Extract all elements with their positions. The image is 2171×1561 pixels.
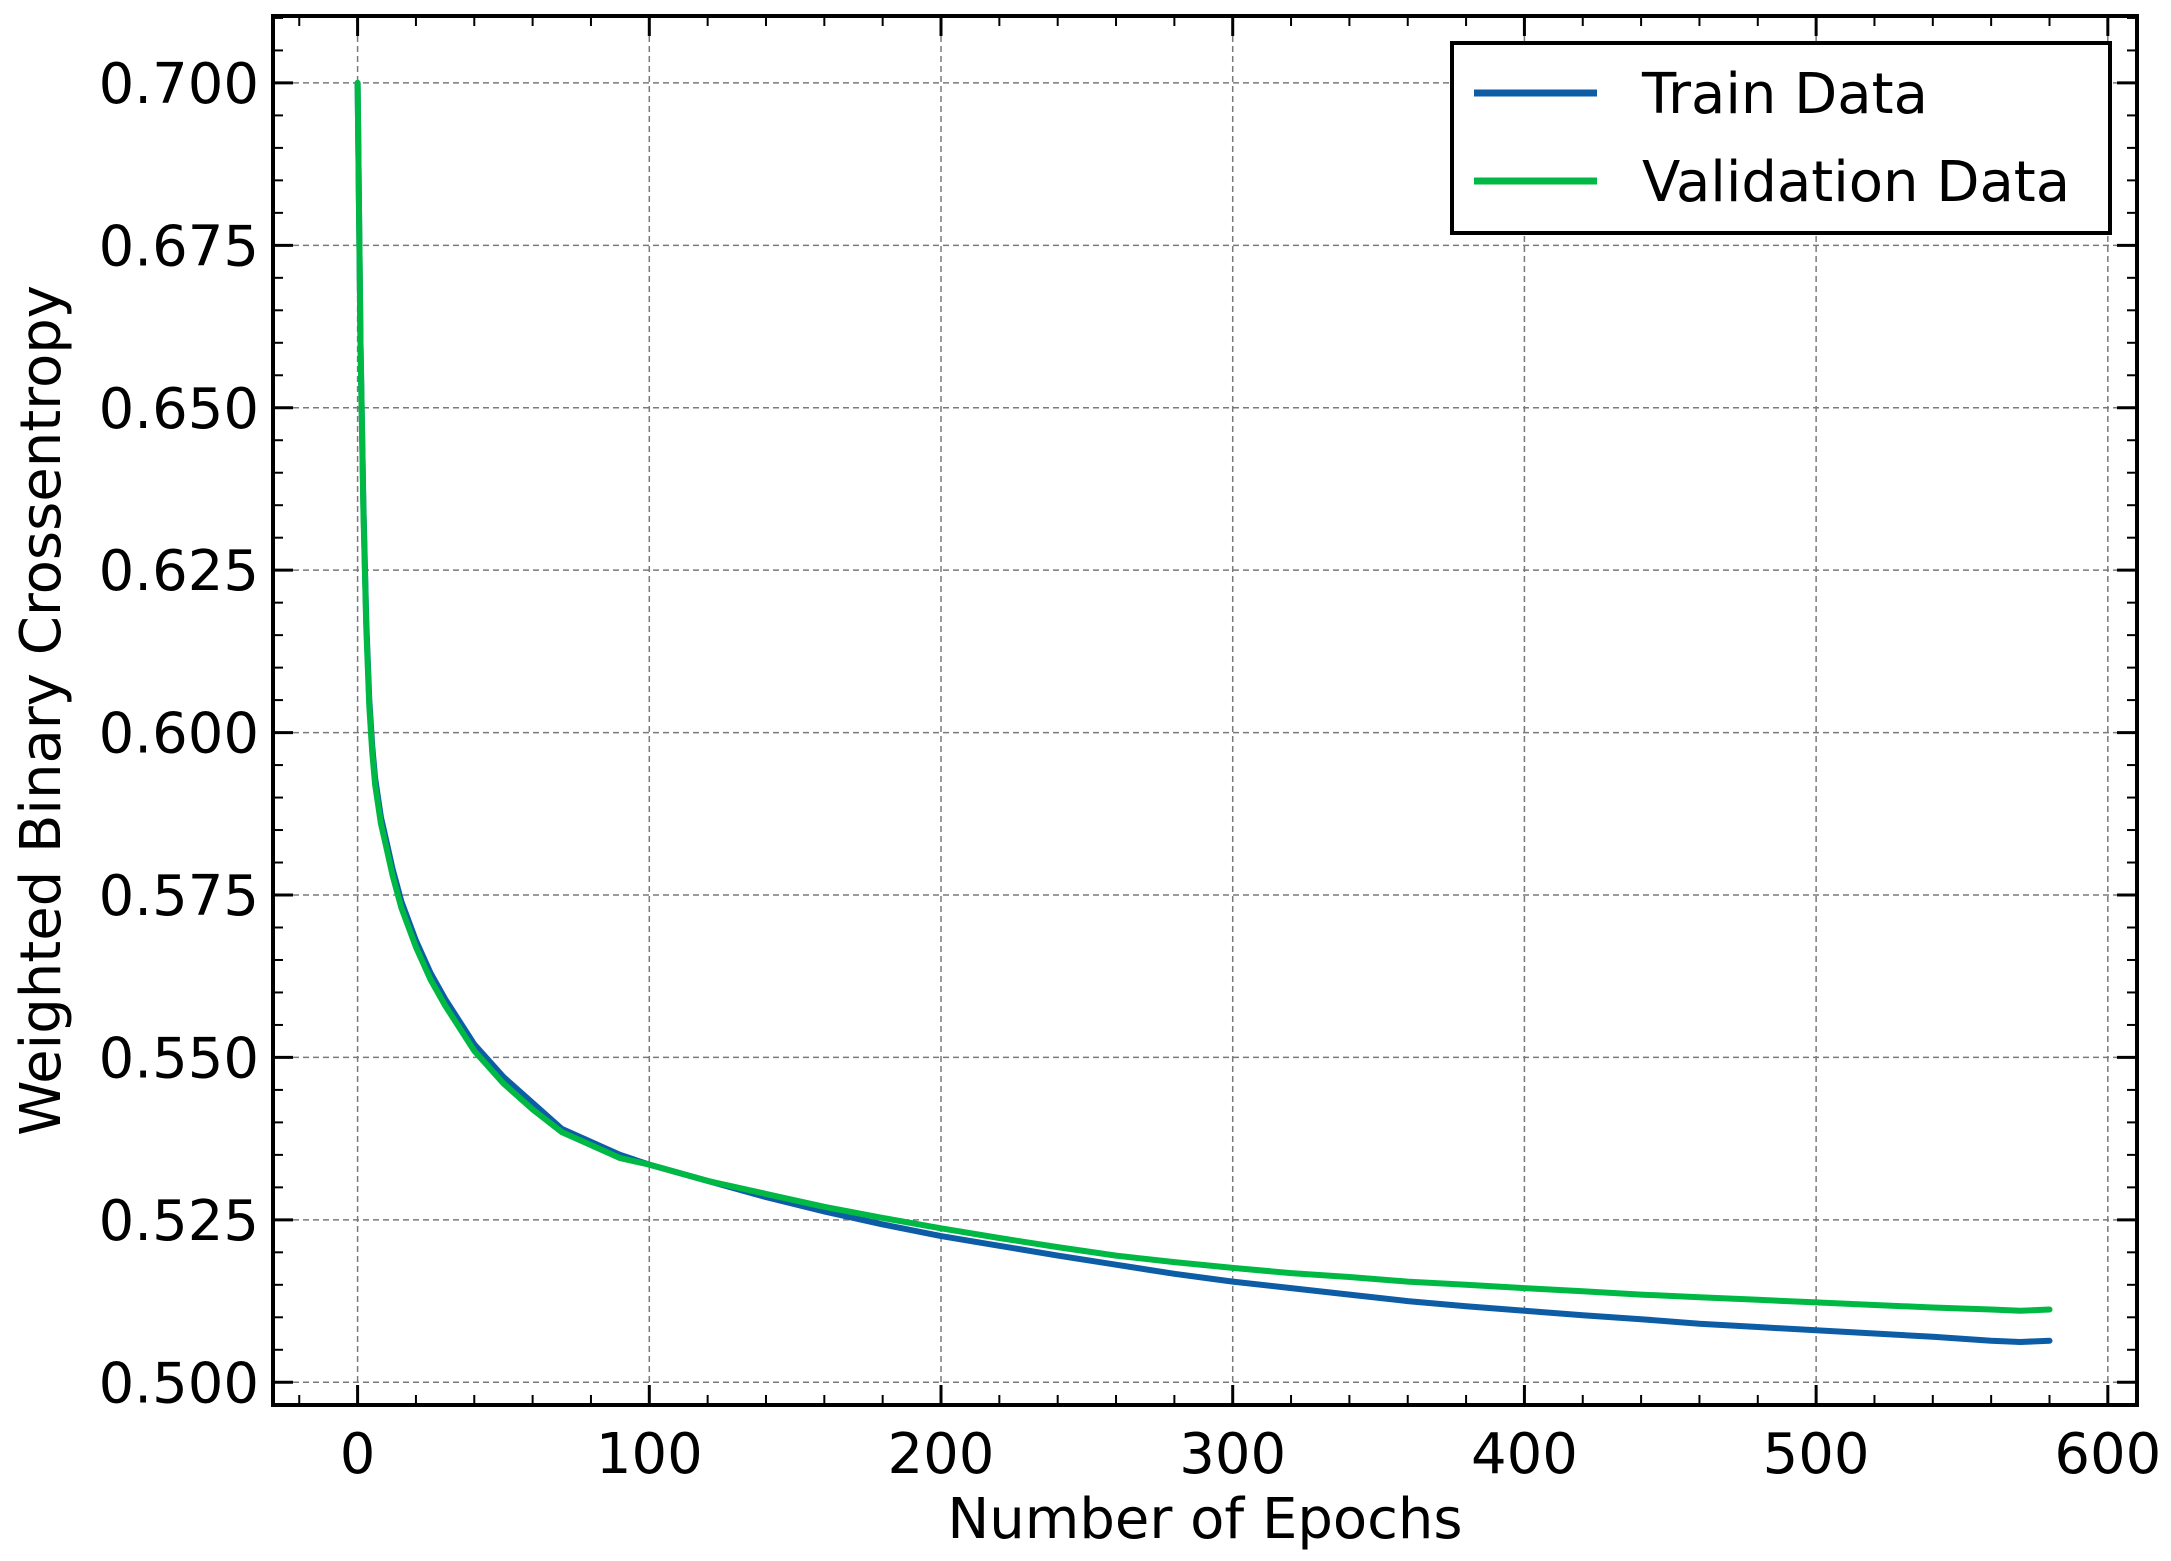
x-axis-label: Number of Epochs	[947, 1487, 1462, 1552]
x-tick-label: 400	[1471, 1422, 1578, 1487]
legend: Train Data Validation Data	[1450, 41, 2112, 235]
series-line-validation-data	[354, 79, 2053, 1314]
legend-box	[1450, 41, 2112, 235]
y-tick-label: 0.575	[99, 864, 259, 929]
y-axis-label: Weighted Binary Crossentropy	[9, 285, 74, 1136]
legend-label-validation-data: Validation Data	[1642, 150, 2070, 215]
series-group	[354, 79, 2053, 1345]
plot-area	[273, 16, 2137, 1405]
y-tick-label: 0.625	[99, 539, 259, 604]
y-tick-label: 0.675	[99, 214, 259, 279]
legend-label-train-data: Train Data	[1641, 62, 1928, 127]
x-tick-label: 0	[340, 1422, 376, 1487]
x-tick-label: 300	[1179, 1422, 1286, 1487]
y-tick-label: 0.550	[99, 1026, 259, 1091]
y-tick-label: 0.600	[99, 702, 259, 767]
y-tick-label: 0.700	[99, 52, 259, 117]
x-tick-label: 500	[1763, 1422, 1870, 1487]
y-tick-label: 0.500	[99, 1351, 259, 1416]
x-tick-label: 100	[596, 1422, 703, 1487]
y-tick-label: 0.650	[99, 377, 259, 442]
x-tick-label: 600	[2054, 1422, 2161, 1487]
axes-frame	[271, 14, 2139, 1407]
y-tick-label: 0.525	[99, 1189, 259, 1254]
x-tick-label: 200	[888, 1422, 995, 1487]
